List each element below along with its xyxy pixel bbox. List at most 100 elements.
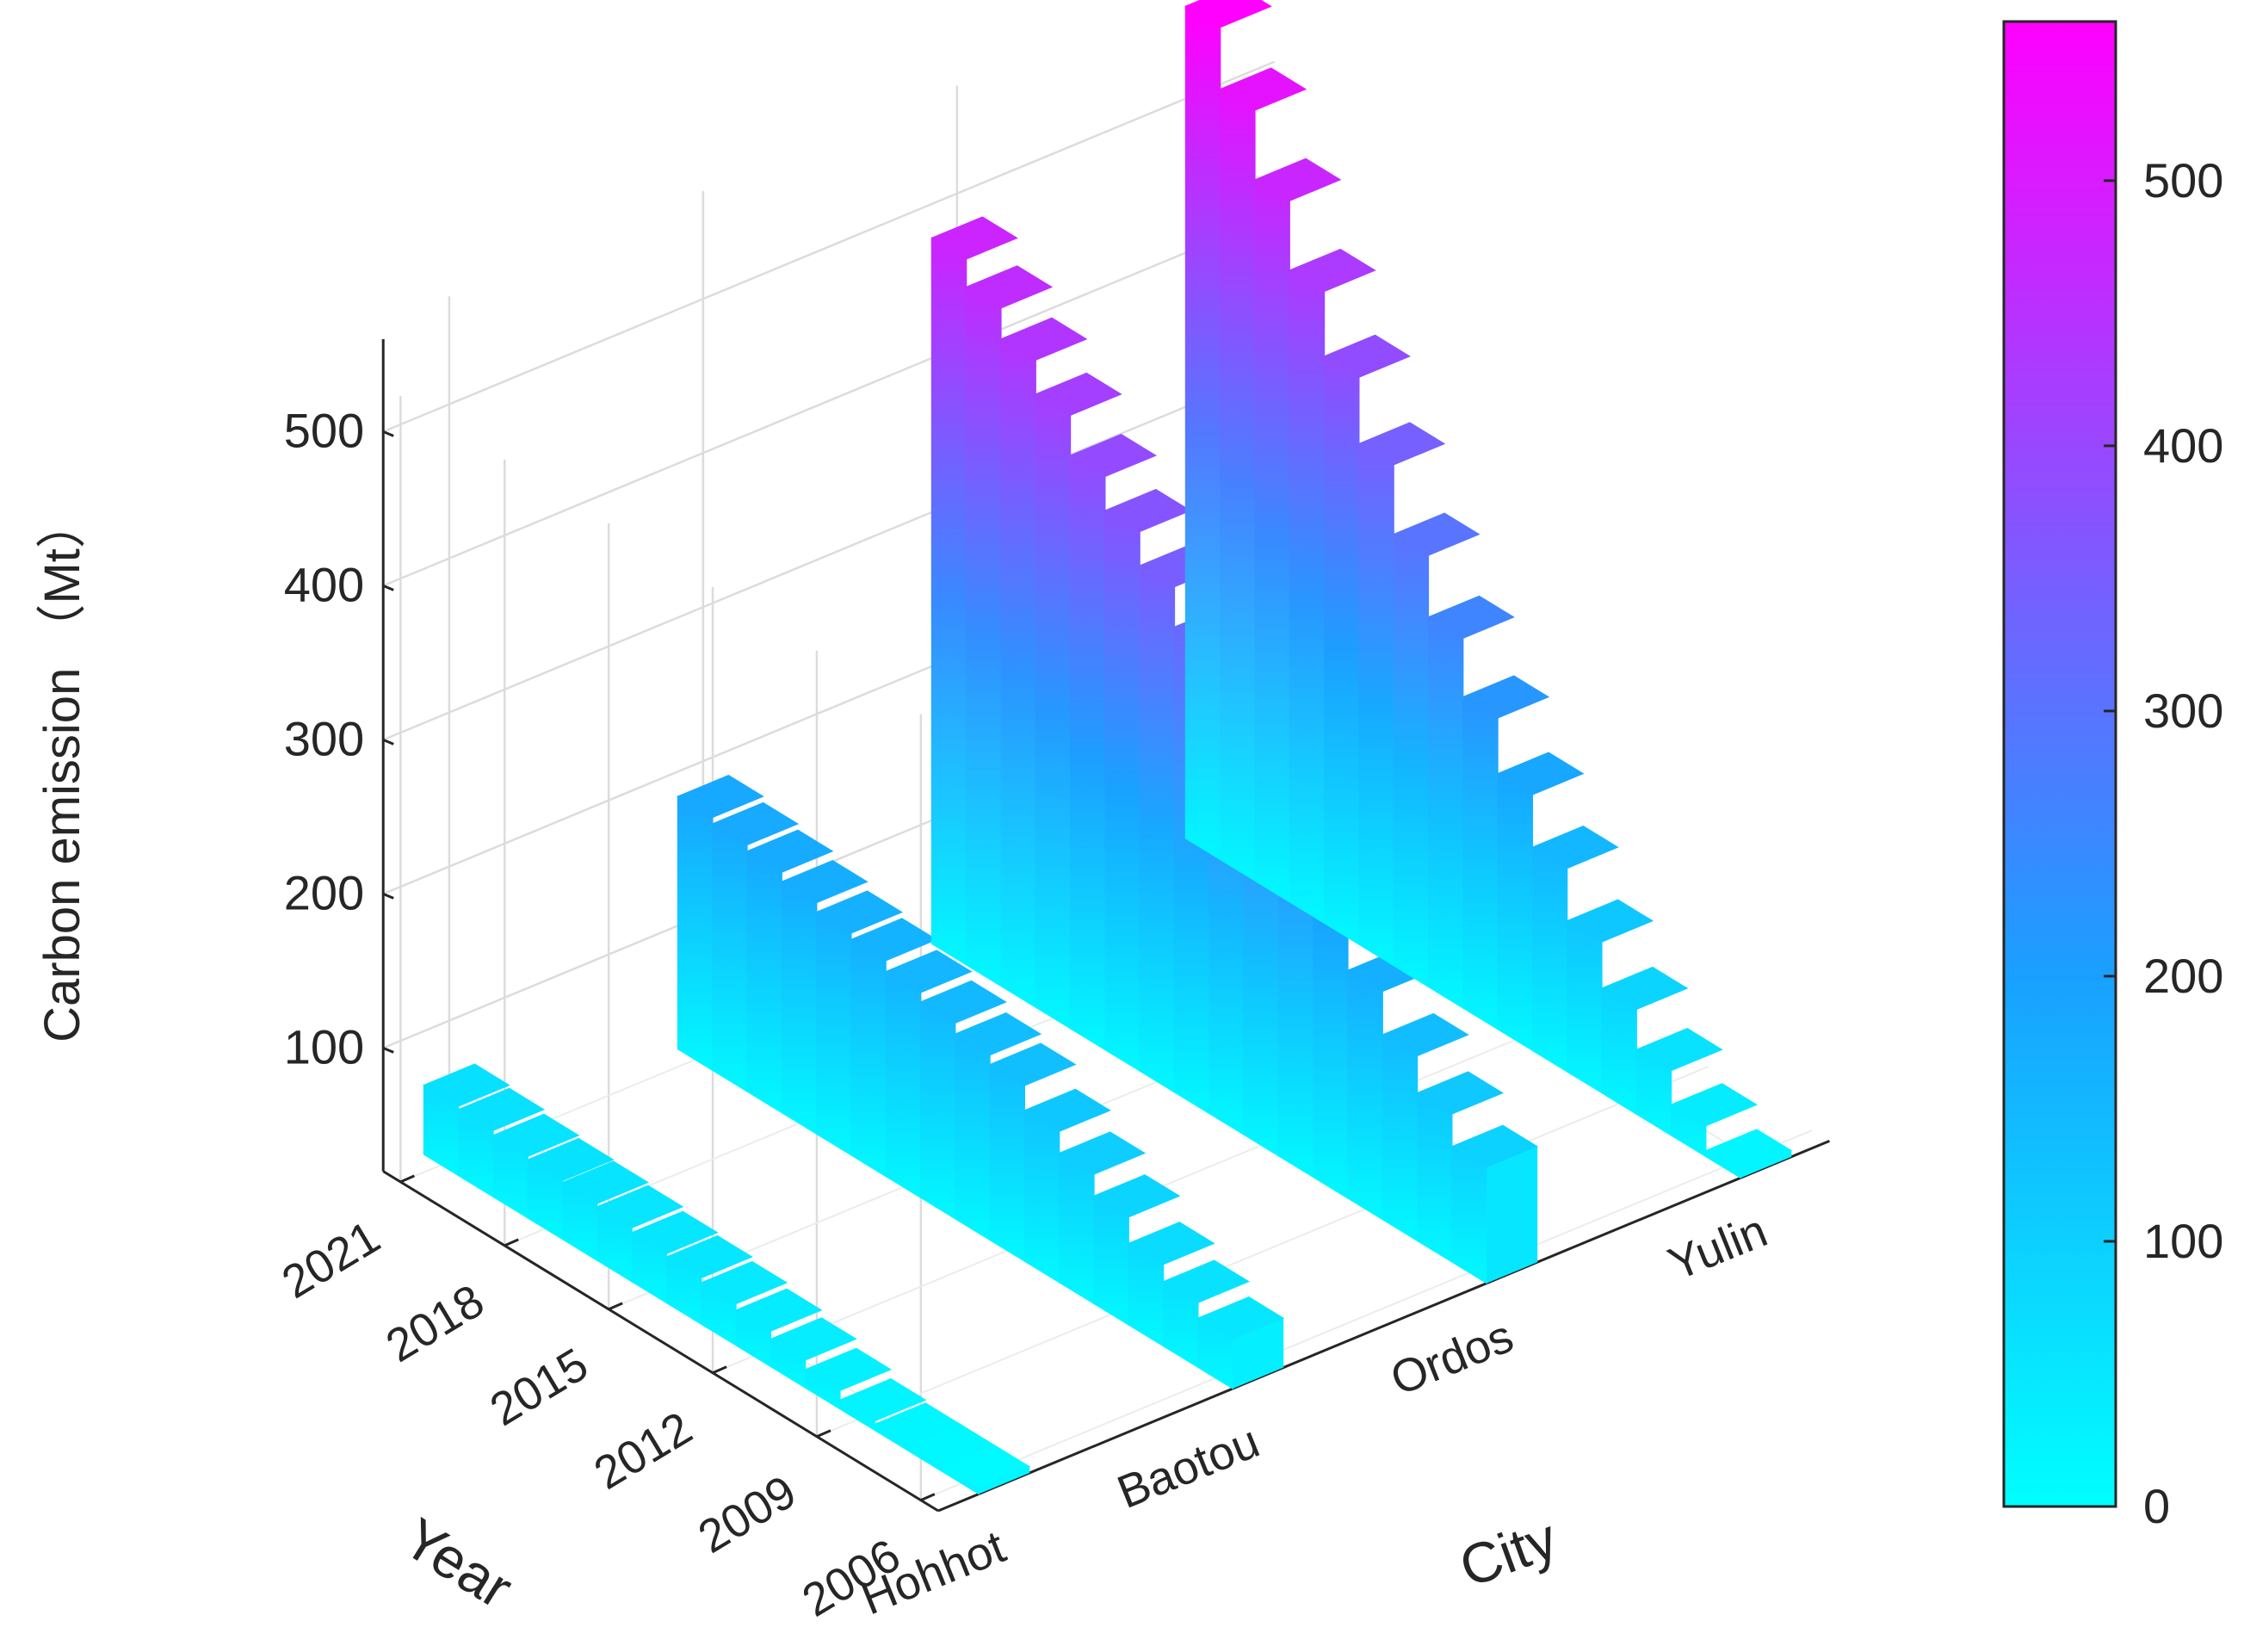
year-tick-label: 2015 — [481, 1339, 596, 1436]
series-yulin — [1184, 0, 1793, 1179]
z-tick-label: 400 — [284, 557, 364, 611]
bar-yulin-2017 — [1323, 355, 1360, 946]
colorbar-tick-label: 400 — [2143, 418, 2223, 473]
bar-ordos-2008 — [1382, 1033, 1419, 1242]
bar-yulin-2013 — [1462, 696, 1499, 1030]
z-tick — [382, 1047, 394, 1054]
bar-endcap-yulin — [1740, 1150, 1792, 1179]
bar-yulin-2018 — [1289, 269, 1326, 925]
year-tick-label: 2012 — [585, 1402, 701, 1500]
year-axis-line — [382, 1170, 939, 1513]
z-tick-label: 200 — [284, 865, 364, 919]
bar-yulin-2010 — [1567, 919, 1603, 1094]
bar-baotou-2012 — [989, 1063, 1026, 1263]
year-gridline-floor — [920, 1129, 1813, 1501]
bar-top-ordos-2019 — [999, 317, 1088, 361]
axes-layer — [381, 339, 1831, 1513]
year-tick-label: 2018 — [378, 1275, 493, 1372]
year-tick — [399, 1174, 415, 1184]
bar-top-yulin-2007 — [1670, 1083, 1758, 1127]
z-tick — [382, 585, 394, 591]
bar-endcap-hohhot — [979, 1466, 1030, 1494]
bar-baotou-2019 — [746, 850, 782, 1114]
bar-top-yulin-2014 — [1427, 595, 1515, 639]
bar-endcap-ordos — [1487, 1146, 1538, 1284]
bar-top-baotou-2010 — [1058, 1131, 1147, 1175]
year-tick — [712, 1365, 727, 1375]
bar-ordos-2016 — [1104, 509, 1140, 1073]
z-gridline-back — [382, 214, 1276, 587]
bar-top-yulin-2006 — [1704, 1129, 1793, 1172]
year-tick — [504, 1238, 519, 1247]
bar-ordos-2007 — [1416, 1092, 1453, 1264]
bar-yulin-2020 — [1220, 88, 1256, 882]
bar-ordos-2015 — [1139, 564, 1176, 1093]
bar-top-ordos-2007 — [1416, 1071, 1504, 1115]
bar-top-baotou-2017 — [815, 890, 903, 934]
bar-top-hohhot-2017 — [561, 1160, 649, 1204]
bar-top-hohhot-2019 — [491, 1113, 580, 1157]
bar-top-yulin-2012 — [1497, 752, 1585, 795]
bar-top-ordos-2018 — [1035, 372, 1122, 416]
bar-baotou-2014 — [919, 1000, 956, 1220]
bar-top-baotou-2019 — [745, 829, 834, 873]
bar-baotou-2009 — [1093, 1195, 1129, 1327]
colorbar-tick-label: 0 — [2143, 1479, 2170, 1533]
city-axis-line — [937, 1139, 1831, 1513]
year-tick-label: 2009 — [689, 1466, 805, 1563]
city-tick-label: Ordos — [1383, 1310, 1520, 1406]
year-tick — [608, 1302, 623, 1311]
bar-baotou-2021 — [677, 795, 714, 1072]
bar-ordos-2018 — [1035, 393, 1072, 1030]
z-tick-label: 300 — [284, 711, 364, 765]
bar-top-ordos-2021 — [930, 216, 1018, 260]
z-tick-label: 500 — [284, 403, 364, 457]
bar-top-hohhot-2021 — [423, 1063, 510, 1107]
series-ordos — [930, 216, 1539, 1284]
bar-yulin-2012 — [1497, 772, 1534, 1052]
year-tick — [816, 1429, 831, 1439]
colorbar-scale — [2002, 20, 2117, 1508]
bar-top-baotou-2009 — [1092, 1174, 1181, 1218]
bar-baotou-2015 — [885, 970, 922, 1199]
bar-top-yulin-2021 — [1184, 0, 1272, 28]
bar-yulin-2019 — [1254, 178, 1290, 903]
bar-top-yulin-2009 — [1600, 966, 1689, 1011]
bar-baotou-2013 — [955, 1032, 991, 1241]
x-axis-label: Year — [393, 1506, 523, 1620]
bar-ordos-2021 — [930, 237, 967, 966]
bar-top-baotou-2015 — [885, 950, 973, 993]
bar-top-ordos-2008 — [1382, 1012, 1469, 1057]
bar-top-ordos-2020 — [965, 265, 1054, 309]
year-tick-label: 2021 — [274, 1211, 389, 1309]
bar-top-hohhot-2009 — [838, 1378, 927, 1422]
z-tick-label: 100 — [284, 1019, 364, 1073]
bar-yulin-2016 — [1358, 442, 1394, 967]
bar-yulin-2014 — [1427, 616, 1464, 1010]
colorbar-tick-label: 200 — [2143, 949, 2223, 1003]
bar-top-hohhot-2016 — [596, 1185, 684, 1228]
series-hohhot — [423, 1063, 1031, 1495]
bar-top-yulin-2010 — [1566, 899, 1654, 943]
colorbar-tick-label: 100 — [2143, 1214, 2223, 1268]
bar-top-baotou-2021 — [677, 775, 764, 819]
bar-top-yulin-2013 — [1462, 675, 1550, 719]
bar-top-hohhot-2015 — [631, 1210, 719, 1254]
series-baotou — [677, 775, 1285, 1390]
bar-top-ordos-2017 — [1069, 433, 1157, 478]
bar-top-yulin-2016 — [1357, 422, 1446, 466]
bar-top-hohhot-2013 — [700, 1260, 788, 1305]
bar-ordos-2009 — [1347, 969, 1383, 1221]
colorbar: 0 100 200 300 400 500 — [2002, 20, 2223, 1533]
z-tick — [382, 430, 394, 437]
bar-top-yulin-2008 — [1635, 1028, 1723, 1072]
bar-yulin-2021 — [1184, 5, 1221, 861]
z-axis-label: Carbon emission （Mt） — [34, 498, 90, 1043]
z-tick — [382, 893, 394, 900]
bar-baotou-2016 — [850, 938, 887, 1178]
bar-top-hohhot-2020 — [457, 1087, 546, 1131]
bar-ordos-2019 — [1000, 337, 1036, 1009]
year-tick — [920, 1493, 936, 1502]
colorbar-tick-label: 300 — [2143, 684, 2223, 738]
z-gridline-back — [382, 368, 1276, 741]
